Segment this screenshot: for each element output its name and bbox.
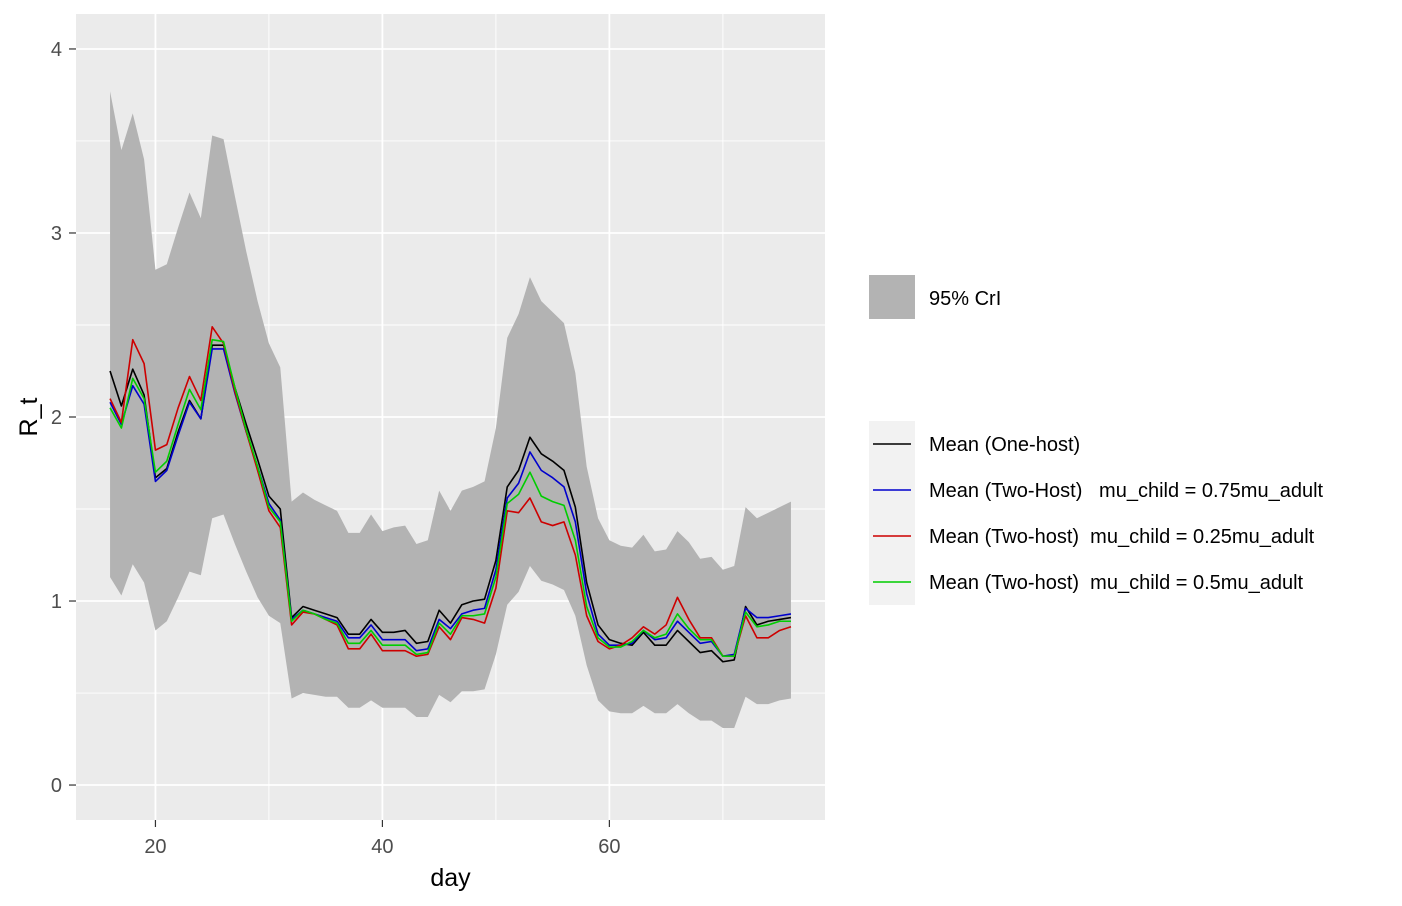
y-axis-title: R_t bbox=[15, 397, 43, 436]
legend-key-background bbox=[869, 421, 915, 605]
legend-lines: Mean (One-host) Mean (Two-Host) mu_child … bbox=[869, 421, 1324, 605]
legend-label-1: Mean (One-host) bbox=[929, 434, 1080, 456]
x-tick-label: 20 bbox=[144, 836, 166, 858]
series-line-4 bbox=[109, 338, 791, 658]
legend-label-4: Mean (Two-host) mu_child = 0.5mu_adult bbox=[929, 572, 1304, 594]
x-tick-label: 60 bbox=[598, 836, 620, 858]
legend-label-2: Mean (Two-Host) mu_child = 0.75mu_adult bbox=[929, 480, 1324, 502]
series-line-2 bbox=[109, 348, 792, 658]
y-tick-label: 0 bbox=[51, 775, 62, 797]
y-tick-label: 4 bbox=[51, 39, 62, 61]
legend-label-3: Mean (Two-host) mu_child = 0.25mu_adult bbox=[929, 526, 1315, 548]
credible-interval-band bbox=[110, 91, 791, 728]
x-tick-label: 40 bbox=[371, 836, 393, 858]
y-axis: 0 1 2 3 4 bbox=[51, 39, 76, 797]
legend-band: 95% CrI bbox=[869, 275, 1001, 319]
legend-band-label: 95% CrI bbox=[929, 288, 1001, 310]
series-lines bbox=[109, 326, 792, 663]
y-tick-label: 1 bbox=[51, 591, 62, 613]
y-tick-label: 3 bbox=[51, 223, 62, 245]
legend-band-key bbox=[869, 275, 915, 319]
x-axis-title: day bbox=[430, 864, 471, 892]
x-axis: 20 40 60 bbox=[144, 820, 621, 858]
y-tick-label: 2 bbox=[51, 407, 62, 429]
